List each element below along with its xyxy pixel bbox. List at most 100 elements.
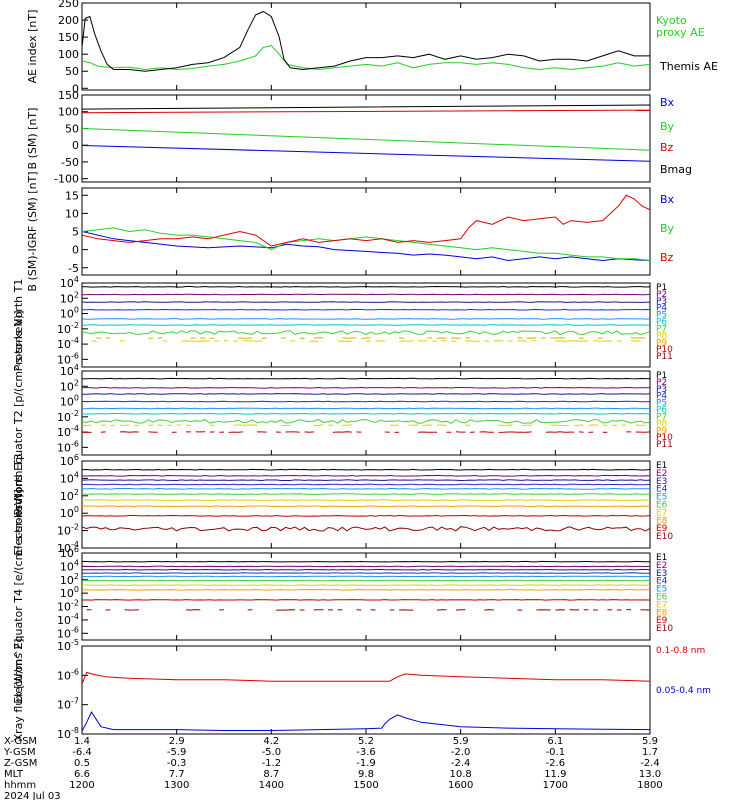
- series-group: [82, 194, 650, 262]
- legend-entry: P4: [656, 392, 667, 402]
- y-tick-label: 10-4: [57, 612, 79, 627]
- legend-entry: Bmag: [660, 163, 692, 176]
- y-tick-label: 104: [60, 470, 79, 485]
- y-axis-label: Protons North T1: [12, 279, 25, 372]
- legend-entry: E8: [656, 608, 668, 618]
- y-tick-label: 10-4: [57, 424, 79, 439]
- y-tick-label: 10-2: [57, 321, 79, 336]
- series-line-p8: [82, 424, 646, 426]
- legend-entry: P2: [656, 290, 667, 300]
- legend-entry: E9: [656, 524, 668, 534]
- series-line-p4: [82, 400, 650, 403]
- legend-entry: Bz: [660, 251, 674, 264]
- panel-frame: [81, 2, 651, 91]
- x-row-value: 6.6: [74, 769, 90, 780]
- y-tick-label: 102: [60, 378, 79, 393]
- series-line-e1: [82, 560, 650, 563]
- x-row-value: -0.1: [546, 747, 566, 758]
- y-tick-label: 10-2: [57, 599, 79, 614]
- legend-entry: P4: [656, 304, 667, 314]
- y-tick-label: 10-6: [57, 439, 79, 454]
- series-group: [82, 377, 650, 433]
- legend-entry: P9: [656, 338, 667, 348]
- x-row-value: 1700: [543, 780, 568, 791]
- y-axis-label: Xray flux [W/m^2]: [12, 639, 25, 742]
- y-tick-label: 10-2: [57, 523, 79, 538]
- x-row-value: 1.7: [642, 747, 658, 758]
- series-line-e4: [82, 572, 650, 574]
- legend-entry: Bz: [660, 141, 674, 154]
- legend-entry: E10: [656, 532, 673, 542]
- y-tick-label: 100: [58, 48, 79, 61]
- legend-entry: E8: [656, 516, 668, 526]
- x-row-value: 1400: [259, 780, 284, 791]
- legend-entry: E7: [656, 600, 667, 610]
- x-row-value: -2.6: [546, 758, 566, 769]
- y-tick-label: 50: [65, 65, 79, 78]
- series-line-bz: [82, 194, 650, 247]
- y-axis-label: B (SM) [nT]: [26, 108, 39, 170]
- series-group: [82, 560, 650, 611]
- y-tick-label: 102: [60, 290, 79, 305]
- legend-entry: E5: [656, 493, 667, 503]
- legend-entry: E3: [656, 569, 667, 579]
- series-line-e8: [82, 505, 650, 508]
- legend-entry: By: [660, 120, 675, 133]
- x-row-value: -0.3: [167, 758, 187, 769]
- legend-entry: P6: [656, 318, 667, 328]
- legend-entry: P8: [656, 419, 667, 429]
- series-group: [82, 285, 650, 342]
- legend-entry: P1: [656, 283, 667, 293]
- y-tick-label: 10-4: [57, 336, 79, 351]
- x-row-value: 7.7: [169, 769, 185, 780]
- legend-entry: E10: [656, 624, 673, 634]
- x-row-label: MLT: [4, 769, 24, 780]
- legend-entry: P9: [656, 426, 667, 436]
- legend-entry: E4: [656, 577, 668, 587]
- x-row-value: 11.9: [544, 769, 566, 780]
- legend-entry: 0.05-0.4 nm: [656, 686, 711, 696]
- legend-entry: E7: [656, 508, 667, 518]
- legend: Bx By Bz: [660, 193, 675, 264]
- series-line-e6: [82, 493, 650, 495]
- series-line-e1: [82, 468, 650, 471]
- panel-frame: [81, 460, 651, 549]
- y-tick-label: 10-7: [57, 697, 79, 712]
- panel-bsm: -100 -50 0 50 100 150 B (SM) [nT] Bx By Bz Bmag: [26, 89, 692, 186]
- y-tick-label: 200: [58, 14, 79, 27]
- legend-entry: P5: [656, 311, 667, 321]
- x-row-value: 10.8: [450, 769, 472, 780]
- y-tick-label: 102: [60, 488, 79, 503]
- y-tick-label: 0: [72, 139, 79, 152]
- legend-entry: By: [660, 222, 675, 235]
- series-line-e10: [82, 526, 650, 532]
- series-line-themis-ae: [82, 10, 650, 72]
- x-row-value: 9.8: [358, 769, 374, 780]
- series-line-p4: [82, 308, 650, 311]
- series-line-p2: [82, 386, 650, 389]
- series-line-e9: [82, 514, 650, 517]
- y-tick-label: -100: [54, 173, 79, 186]
- legend-entry: E3: [656, 477, 667, 487]
- y-tick-label: 100: [60, 585, 79, 600]
- y-tick-label: 104: [60, 275, 79, 290]
- y-axis-label: Protons Equator T2 [p/(cm²-s-sr-keV)]: [12, 310, 25, 515]
- legend-entry: P7: [656, 412, 667, 422]
- y-tick-label: 5: [72, 226, 79, 239]
- series-line-e8: [82, 588, 650, 591]
- legend-entry: E9: [656, 616, 668, 626]
- legend-entry: proxy AE: [656, 26, 705, 39]
- legend-entry: Bx: [660, 96, 675, 109]
- y-tick-label: 10-5: [57, 638, 79, 653]
- series-line-p7: [82, 419, 650, 424]
- y-tick-label: 10-2: [57, 409, 79, 424]
- x-row-label: Z-GSM: [4, 758, 37, 769]
- x-row-value: -5.9: [167, 747, 187, 758]
- series-line-e2: [82, 474, 650, 477]
- x-row-label: X-GSM: [4, 736, 37, 747]
